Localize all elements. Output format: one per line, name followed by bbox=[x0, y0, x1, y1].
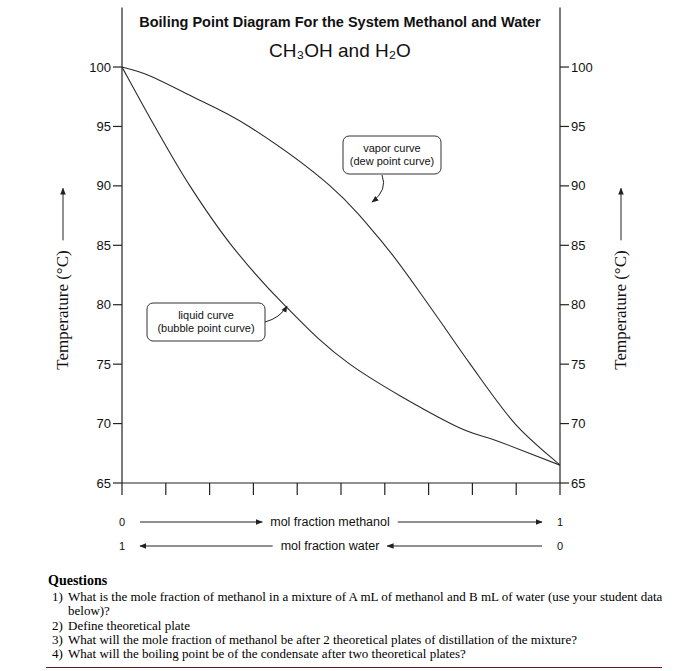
x-minor-tick bbox=[384, 483, 385, 495]
y2-tick bbox=[560, 423, 569, 424]
x-minor-tick bbox=[165, 483, 166, 495]
y-tick bbox=[113, 245, 122, 246]
x-minor-tick bbox=[253, 483, 254, 495]
question-item: 1) What is the mole fraction of methanol … bbox=[48, 590, 668, 618]
subtitle: CH₃OH and H₂O bbox=[269, 40, 411, 61]
y-tick-label: 65 bbox=[97, 476, 111, 491]
annotation-text: liquid curve bbox=[178, 309, 234, 321]
axis-arrow bbox=[398, 522, 542, 523]
y2-tick-label: 100 bbox=[571, 60, 593, 75]
y-axis-label: Temperature (°C) bbox=[611, 250, 630, 369]
annotation-arrow bbox=[372, 175, 384, 202]
bottom-rule bbox=[46, 667, 662, 668]
y2-tick bbox=[560, 482, 569, 483]
axis-label: mol fraction methanol bbox=[270, 515, 390, 529]
annotation-text: (dew point curve) bbox=[350, 155, 434, 167]
y2-tick-label: 85 bbox=[571, 238, 585, 253]
y2-tick bbox=[560, 66, 569, 67]
question-text: What is the mole fraction of methanol in… bbox=[68, 589, 662, 618]
question-item: 2) Define theoretical plate bbox=[48, 619, 668, 633]
axis-arrow bbox=[387, 546, 542, 547]
y-tick-label: 100 bbox=[89, 60, 111, 75]
y-axis-label: Temperature (°C) bbox=[53, 250, 72, 369]
curve bbox=[122, 67, 560, 465]
axis-label: mol fraction water bbox=[281, 539, 380, 553]
x-minor-tick bbox=[472, 483, 473, 495]
question-item: 4) What will the boiling point be of the … bbox=[48, 647, 668, 661]
x-minor-tick bbox=[209, 483, 210, 495]
x-minor-tick bbox=[428, 483, 429, 495]
y-tick-label: 85 bbox=[97, 238, 111, 253]
x-tick bbox=[121, 483, 122, 495]
question-number: 2) bbox=[52, 619, 63, 633]
x-tick-label: 0 bbox=[119, 516, 125, 528]
y2-tick bbox=[560, 126, 569, 127]
page: {"chart_data": { "type": "line", "title"… bbox=[0, 0, 700, 671]
x2-tick-label: 1 bbox=[119, 540, 125, 552]
x-tick-label: 1 bbox=[557, 516, 563, 528]
annotation-arrow bbox=[265, 306, 287, 322]
y2-tick bbox=[560, 245, 569, 246]
x-tick bbox=[559, 483, 560, 495]
y-tick-label: 80 bbox=[97, 297, 111, 312]
x-minor-tick bbox=[340, 483, 341, 495]
y-tick bbox=[113, 126, 122, 127]
y2-tick-label: 90 bbox=[571, 178, 585, 193]
axis-arrow bbox=[140, 522, 262, 523]
y-axis-arrow bbox=[621, 188, 622, 240]
y-tick-label: 75 bbox=[97, 357, 111, 372]
curve bbox=[122, 67, 560, 465]
x2-tick-label: 0 bbox=[557, 540, 563, 552]
y-tick bbox=[113, 423, 122, 424]
y-tick bbox=[113, 482, 122, 483]
question-number: 4) bbox=[52, 647, 63, 661]
y-tick-label: 70 bbox=[97, 416, 111, 431]
annotation-text: vapor curve bbox=[363, 142, 420, 154]
axes: 65 70 75 80 85 90 95 100 65 70 75 80 85 90 95 100 0 1 1 0 mo… bbox=[53, 8, 630, 553]
y-tick bbox=[113, 185, 122, 186]
questions-heading: Questions bbox=[48, 574, 668, 588]
question-item: 3) What will the mole fraction of methano… bbox=[48, 633, 668, 647]
y2-tick bbox=[560, 185, 569, 186]
axis-arrow bbox=[140, 546, 273, 547]
y2-tick-label: 80 bbox=[571, 297, 585, 312]
annotation-text: (bubble point curve) bbox=[157, 322, 254, 334]
annotations: liquid curve(bubble point curve) vapor cu… bbox=[147, 136, 441, 341]
x-minor-tick bbox=[516, 483, 517, 495]
chart: Boiling Point Diagram For the System Met… bbox=[0, 0, 700, 560]
y-axis-arrow bbox=[63, 188, 64, 240]
question-text: What will the boiling point be of the co… bbox=[68, 646, 466, 661]
questions: Questions 1) What is the mole fraction of … bbox=[48, 574, 668, 661]
y-tick-label: 95 bbox=[97, 119, 111, 134]
plot-area bbox=[122, 67, 560, 465]
annotation-box bbox=[343, 136, 441, 174]
question-number: 1) bbox=[52, 590, 63, 604]
y-tick-label: 90 bbox=[97, 178, 111, 193]
y-tick bbox=[113, 364, 122, 365]
y2-tick-label: 70 bbox=[571, 416, 585, 431]
x-minor-tick bbox=[297, 483, 298, 495]
question-number: 3) bbox=[52, 633, 63, 647]
y-tick bbox=[113, 304, 122, 305]
y2-tick bbox=[560, 304, 569, 305]
y2-tick-label: 95 bbox=[571, 119, 585, 134]
y2-tick-label: 65 bbox=[571, 476, 585, 491]
y-tick bbox=[113, 66, 122, 67]
y2-tick-label: 75 bbox=[571, 357, 585, 372]
question-text: What will the mole fraction of methanol … bbox=[68, 632, 577, 647]
y2-tick bbox=[560, 364, 569, 365]
title: Boiling Point Diagram For the System Met… bbox=[139, 14, 541, 30]
question-text: Define theoretical plate bbox=[68, 618, 190, 633]
annotation-box bbox=[147, 303, 265, 341]
